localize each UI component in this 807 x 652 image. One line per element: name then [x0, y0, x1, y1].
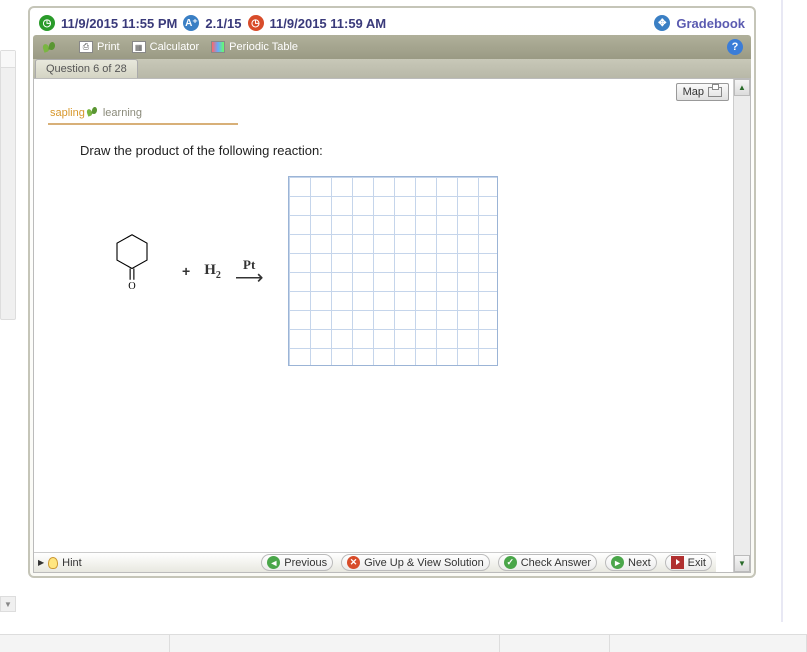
next-icon: ► — [611, 556, 624, 569]
map-label: Map — [683, 86, 704, 98]
hscroll-seg — [500, 635, 610, 652]
periodic-table-label: Periodic Table — [229, 41, 298, 53]
check-answer-button[interactable]: ✓ Check Answer — [498, 554, 597, 571]
start-time: 11/9/2015 11:55 PM — [61, 16, 177, 31]
exit-icon — [671, 556, 684, 569]
printer-icon: ⎙ — [79, 41, 93, 53]
map-button[interactable]: Map — [676, 83, 729, 101]
print-button[interactable]: ⎙ Print — [79, 41, 120, 53]
map-icon — [708, 87, 722, 97]
question-tab-row: Question 6 of 28 — [33, 59, 751, 78]
calculator-label: Calculator — [150, 41, 200, 53]
sapling-app-frame: ◷ 11/9/2015 11:55 PM A⁺ 2.1/15 ◷ 11/9/20… — [28, 6, 756, 578]
reactant-structure: O — [108, 231, 168, 311]
svg-text:O: O — [128, 281, 136, 291]
scroll-track-v[interactable] — [734, 96, 750, 555]
print-label: Print — [97, 41, 120, 53]
giveup-icon: ✕ — [347, 556, 360, 569]
question-prompt: Draw the product of the following reacti… — [80, 143, 719, 158]
page-border-right — [781, 0, 783, 622]
assignment-header: ◷ 11/9/2015 11:55 PM A⁺ 2.1/15 ◷ 11/9/20… — [33, 11, 751, 35]
previous-button[interactable]: ◄ Previous — [261, 554, 333, 571]
calculator-button[interactable]: ▦ Calculator — [132, 41, 200, 53]
workspace: Map sapling learning Draw the product of… — [33, 78, 751, 573]
grade-text: 2.1/15 — [205, 16, 241, 31]
periodic-table-icon — [211, 41, 225, 53]
sapling-brand: sapling learning — [48, 103, 238, 125]
h2-reagent: H2 — [204, 262, 221, 281]
due-time: 11/9/2015 11:59 AM — [270, 16, 387, 31]
hint-label: Hint — [62, 557, 82, 569]
help-button[interactable]: ? — [727, 39, 743, 55]
leaf-logo-icon — [41, 40, 59, 54]
hscroll-seg — [170, 635, 500, 652]
check-label: Check Answer — [521, 557, 591, 569]
outer-scrollbar-left[interactable] — [0, 50, 16, 320]
reaction-row: O + H2 Pt ⟶ — [108, 176, 719, 366]
gradebook-link[interactable]: Gradebook — [676, 16, 745, 31]
previous-label: Previous — [284, 557, 327, 569]
content-scrollbar-vertical[interactable]: ▲ ▼ — [733, 79, 750, 572]
question-tab[interactable]: Question 6 of 28 — [35, 59, 138, 78]
giveup-label: Give Up & View Solution — [364, 557, 484, 569]
scroll-up-icon[interactable]: ▲ — [734, 79, 750, 96]
next-button[interactable]: ► Next — [605, 554, 657, 571]
arrow-icon: ⟶ — [235, 271, 264, 285]
clock-start-icon: ◷ — [39, 15, 55, 31]
drawing-canvas[interactable] — [288, 176, 498, 366]
hscroll-seg — [0, 635, 170, 652]
scroll-down-icon[interactable]: ▼ — [734, 555, 750, 572]
cyclohexanone-icon: O — [108, 231, 156, 291]
previous-icon: ◄ — [267, 556, 280, 569]
check-icon: ✓ — [504, 556, 517, 569]
hscroll-seg — [610, 635, 807, 652]
next-label: Next — [628, 557, 651, 569]
periodic-table-button[interactable]: Periodic Table — [211, 41, 298, 53]
h2-subscript: 2 — [216, 270, 221, 281]
outer-scrollbar-horizontal[interactable] — [0, 634, 807, 652]
giveup-button[interactable]: ✕ Give Up & View Solution — [341, 554, 490, 571]
brand-leaf-icon — [87, 107, 101, 119]
calculator-icon: ▦ — [132, 41, 146, 53]
hint-button[interactable]: ▶ Hint — [38, 557, 82, 569]
bulb-icon — [48, 557, 58, 569]
reaction-arrow: Pt ⟶ — [235, 257, 264, 285]
exit-label: Exit — [688, 557, 706, 569]
exit-button[interactable]: Exit — [665, 554, 712, 571]
action-bar: ▶ Hint ◄ Previous ✕ Give Up & View Solut… — [34, 552, 716, 572]
plus-sign: + — [182, 263, 190, 279]
gradebook-icon: ✥ — [654, 15, 670, 31]
brand-part2: learning — [103, 107, 142, 119]
brand-part1: sapling — [50, 107, 85, 119]
tools-toolbar: ⎙ Print ▦ Calculator Periodic Table ? — [33, 35, 751, 59]
expand-icon: ▶ — [38, 558, 44, 567]
content-area: Map sapling learning Draw the product of… — [34, 79, 733, 572]
grade-icon: A⁺ — [183, 15, 199, 31]
h2-symbol: H — [204, 262, 216, 278]
outer-scroll-down[interactable]: ▼ — [0, 596, 16, 612]
clock-due-icon: ◷ — [248, 15, 264, 31]
